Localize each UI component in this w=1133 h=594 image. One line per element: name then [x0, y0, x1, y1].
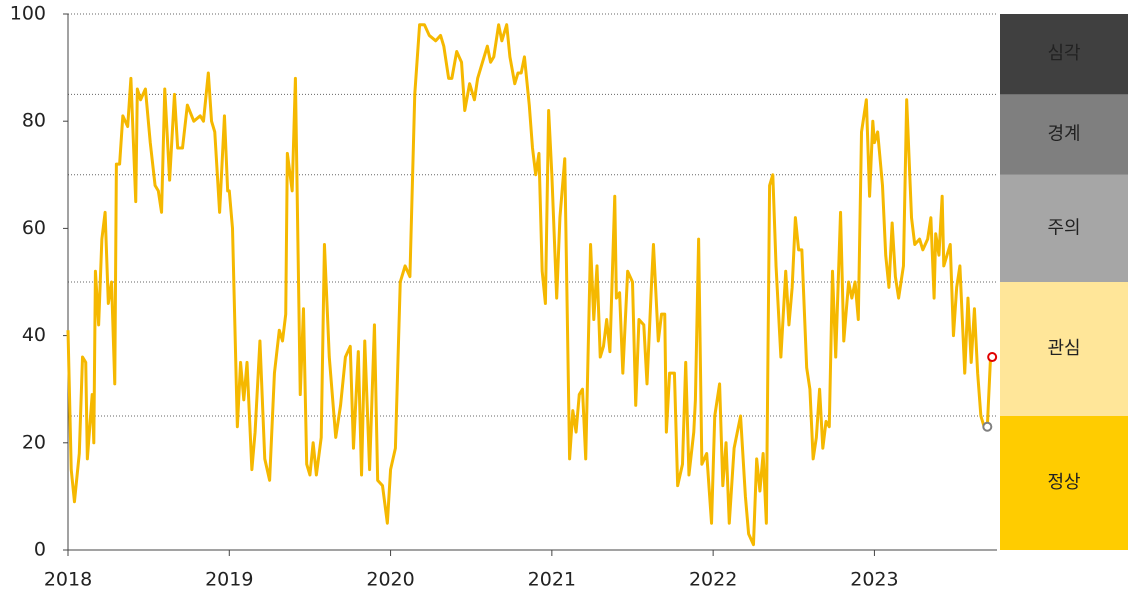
marker [982, 421, 993, 432]
x-tick-label: 2020 [366, 569, 414, 591]
band-box [1000, 94, 1128, 175]
band-label: 주의 [1047, 217, 1080, 238]
marker [987, 352, 998, 363]
band-label: 관심 [1047, 338, 1080, 359]
x-tick-label: 2021 [528, 569, 576, 591]
y-tick-label: 100 [10, 3, 46, 25]
y-tick-label: 40 [22, 324, 46, 346]
x-tick-label: 2019 [205, 569, 253, 591]
band-box [1000, 14, 1128, 95]
band-label: 심각 [1047, 43, 1080, 64]
band-box [1000, 174, 1128, 282]
y-tick-label: 60 [22, 217, 46, 239]
y-tick-label: 80 [22, 110, 46, 132]
band-box [1000, 282, 1128, 416]
x-tick-label: 2018 [44, 569, 92, 591]
data-line [66, 23, 993, 547]
y-tick-label: 20 [22, 431, 46, 453]
y-tick-label: 0 [34, 539, 46, 561]
band-box [1000, 416, 1128, 550]
band-label: 경계 [1047, 124, 1080, 145]
band-label: 정상 [1047, 472, 1080, 493]
x-tick-label: 2023 [850, 569, 898, 591]
x-tick-label: 2022 [689, 569, 737, 591]
